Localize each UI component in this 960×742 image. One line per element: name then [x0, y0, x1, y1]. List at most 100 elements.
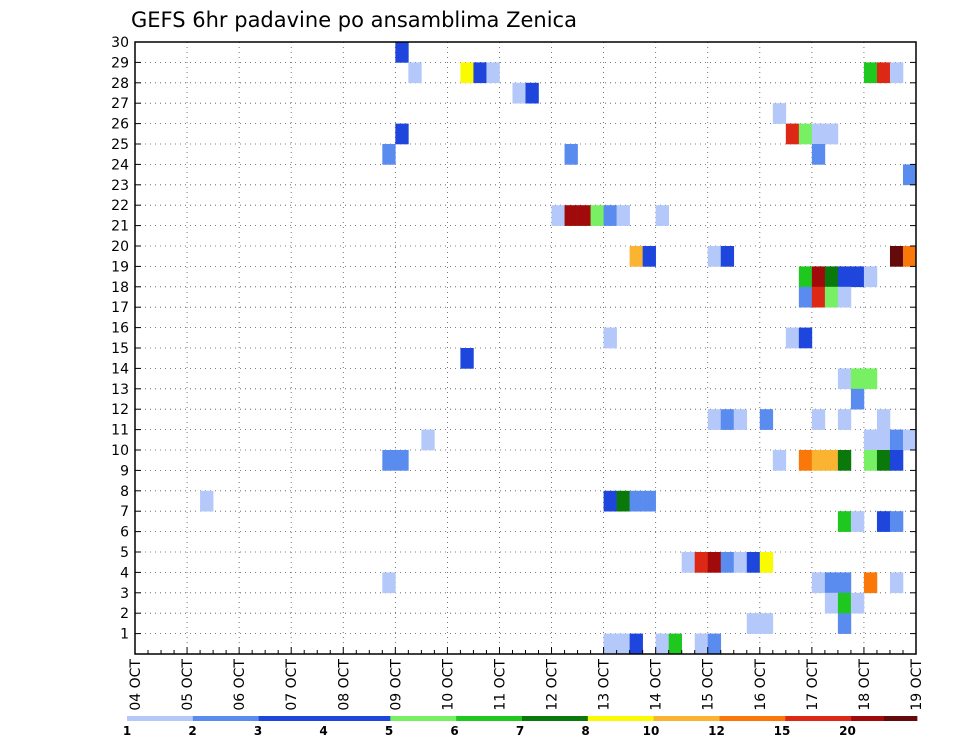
colorbar-tick-label: 7 — [516, 724, 524, 738]
heatmap-cell — [629, 246, 643, 267]
y-tick-label: 26 — [111, 117, 129, 133]
y-tick-label: 23 — [111, 178, 129, 194]
heatmap-cell — [707, 409, 722, 430]
heatmap-cell — [616, 633, 630, 655]
axis-ticks — [134, 41, 917, 654]
colorbar-segment — [719, 716, 786, 721]
heatmap-cell — [655, 205, 669, 226]
heatmap-cell — [863, 429, 878, 451]
y-tick-label: 29 — [111, 55, 129, 71]
y-tick-label: 17 — [111, 300, 129, 316]
heatmap-cell — [850, 266, 865, 288]
heatmap-cell — [759, 613, 774, 634]
heatmap-cell — [824, 592, 839, 614]
x-tick-label: 19 OCT — [909, 659, 925, 711]
heatmap-cell — [837, 266, 852, 288]
heatmap-cells — [200, 42, 917, 655]
heatmap-cell — [421, 429, 435, 451]
heatmap-cell — [603, 327, 617, 349]
y-tick-label: 2 — [120, 606, 129, 622]
colorbar-segment — [456, 716, 523, 721]
y-tick-label: 18 — [111, 280, 129, 296]
colorbar-segment — [522, 716, 589, 721]
colorbar-tick-label: 12 — [708, 724, 725, 738]
heatmap-cell — [564, 205, 578, 226]
y-tick-label: 30 — [111, 35, 129, 51]
heatmap-cell — [395, 42, 409, 63]
heatmap-cell — [850, 388, 865, 410]
heatmap-cell — [681, 552, 696, 573]
colorbar-segment — [785, 716, 852, 721]
heatmap-cell — [902, 164, 917, 186]
heatmap-cell — [876, 409, 891, 430]
heatmap-cell — [811, 266, 826, 288]
x-tick-label: 06 OCT — [232, 659, 248, 711]
heatmap-cell — [798, 266, 813, 288]
y-tick-label: 20 — [111, 239, 129, 255]
y-tick-label: 14 — [111, 361, 129, 377]
heatmap-cell — [889, 511, 904, 532]
y-tick-label: 28 — [111, 76, 129, 92]
x-tick-label: 17 OCT — [805, 659, 821, 711]
heatmap-cell — [902, 246, 917, 267]
x-tick-label: 11 OCT — [492, 659, 508, 711]
x-tick-label: 09 OCT — [388, 659, 404, 711]
heatmap-cell — [460, 62, 474, 84]
heatmap-cell — [772, 103, 787, 124]
heatmap-cell — [889, 429, 904, 451]
heatmap-cell — [811, 144, 826, 165]
heatmap-cell — [720, 246, 735, 267]
heatmap-cell — [811, 450, 826, 471]
heatmap-cell — [733, 409, 748, 430]
heatmap-cell — [824, 266, 839, 288]
heatmap-cell — [616, 205, 630, 226]
x-tick-label: 18 OCT — [857, 659, 873, 711]
heatmap-cell — [655, 633, 669, 655]
heatmap-cell — [577, 205, 591, 226]
y-tick-label: 6 — [120, 525, 129, 541]
heatmap-cell — [603, 490, 617, 512]
colorbar-segment — [192, 716, 260, 721]
y-tick-label: 4 — [120, 565, 129, 581]
heatmap-cell — [694, 633, 709, 655]
heatmap-cell — [603, 205, 617, 226]
y-tick-label: 21 — [111, 219, 129, 235]
heatmap-cell — [889, 572, 904, 594]
colorbar-tick-label: 20 — [839, 724, 856, 738]
y-tick-label: 9 — [120, 463, 129, 479]
heatmap-cell — [837, 613, 852, 634]
heatmap-cell — [824, 450, 839, 471]
heatmap-cell — [772, 450, 787, 471]
heatmap-cell — [759, 409, 774, 430]
heatmap-cell — [837, 592, 852, 614]
colorbar: 1 2 3 4 5 6 7 8 10 12 15 20 — [123, 716, 918, 738]
heatmap-cell — [837, 409, 852, 430]
colorbar-segment — [884, 716, 917, 721]
heatmap-cell — [642, 246, 656, 267]
heatmap-cell — [395, 450, 409, 471]
heatmap-cell — [473, 62, 487, 84]
heatmap-cell — [694, 552, 709, 573]
colorbar-tick-label: 6 — [450, 724, 458, 738]
heatmap-cell — [785, 327, 800, 349]
y-tick-label: 24 — [111, 157, 129, 173]
heatmap-cell — [720, 409, 735, 430]
heatmap-cell — [863, 368, 878, 390]
y-tick-label: 25 — [111, 137, 129, 153]
heatmap-cell — [707, 246, 722, 267]
x-tick-label: 13 OCT — [597, 659, 613, 711]
heatmap-cell — [811, 123, 826, 145]
heatmap-cell — [837, 368, 852, 390]
x-tick-label: 07 OCT — [284, 659, 300, 711]
heatmap-cell — [382, 450, 396, 471]
colorbar-tick-label: 3 — [254, 724, 262, 738]
chart-title: GEFS 6hr padavine po ansamblima Zenica — [131, 8, 577, 32]
heatmap-cell — [824, 572, 839, 594]
heatmap-cell — [707, 552, 722, 573]
heatmap-cell — [798, 450, 813, 471]
heatmap-cell — [837, 511, 852, 532]
heatmap-cell — [564, 144, 578, 165]
y-tick-label: 12 — [111, 402, 129, 418]
heatmap-cell — [811, 409, 826, 430]
heatmap-cell — [824, 286, 839, 308]
